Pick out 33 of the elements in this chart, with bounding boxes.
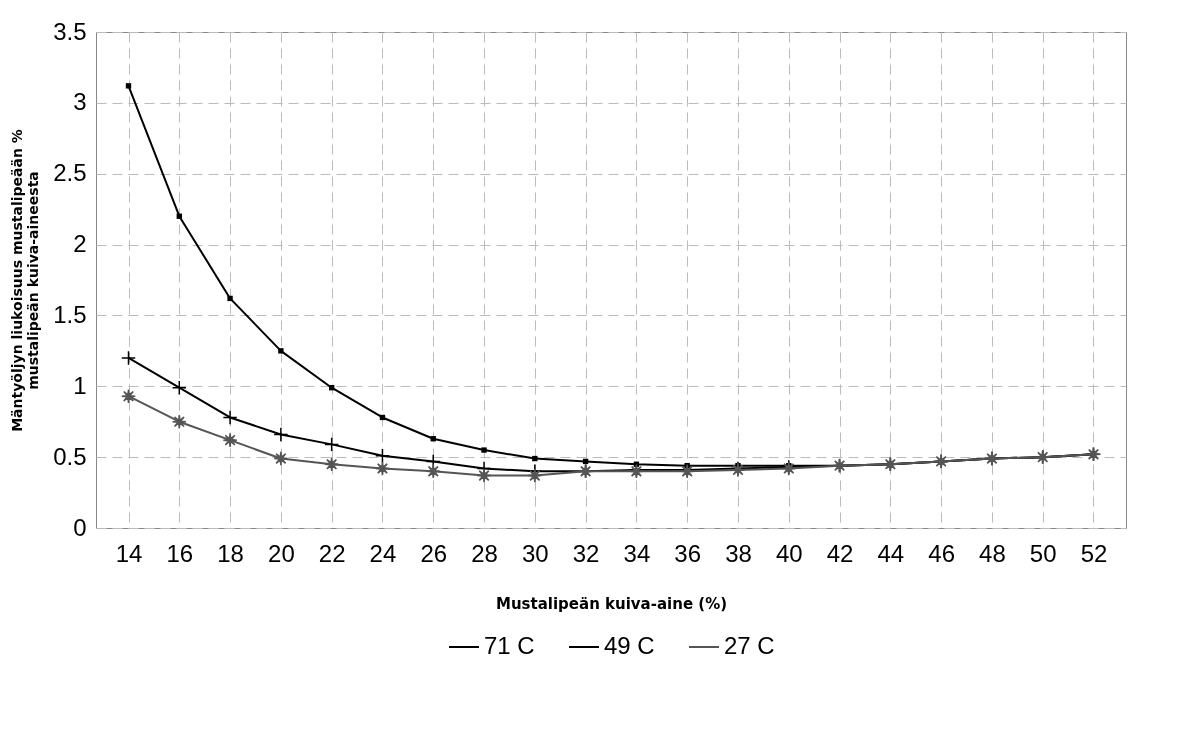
x-tick-label: 32 xyxy=(572,539,600,567)
x-tick-label: 34 xyxy=(623,539,651,567)
y-tick-label: 3.5 xyxy=(53,17,87,45)
x-tick-label: 40 xyxy=(775,539,803,567)
x-tick-label: 16 xyxy=(166,539,194,567)
x-tick-label: 46 xyxy=(928,539,955,567)
x-tick-label: 38 xyxy=(725,539,752,567)
x-tick-label: 18 xyxy=(217,539,244,567)
y-tick-label: 0.5 xyxy=(53,442,87,470)
x-tick-label: 44 xyxy=(877,539,905,567)
x-tick-label: 36 xyxy=(674,539,702,567)
x-tick-label: 14 xyxy=(115,539,143,567)
x-tick-label: 30 xyxy=(521,539,549,567)
y-tick-label: 2 xyxy=(73,230,87,258)
y-tick-label: 1.5 xyxy=(53,300,87,328)
y-tick-label: 2.5 xyxy=(53,159,87,187)
x-tick-label: 22 xyxy=(318,539,346,567)
x-tick-label: 24 xyxy=(369,539,397,567)
legend-label: 27 C xyxy=(724,632,775,659)
y-tick-label: 1 xyxy=(73,371,87,399)
y-axis-title: Mäntyöljyn liukoisuus mustalipeään % mustalipeän kuiva-aineesta xyxy=(9,129,42,432)
x-tick-label: 48 xyxy=(979,539,1006,567)
x-tick-label: 28 xyxy=(471,539,498,567)
x-axis-title: Mustalipeän kuiva-aine (%) xyxy=(495,594,728,613)
x-tick-label: 52 xyxy=(1080,539,1108,567)
x-tick-label: 26 xyxy=(420,539,448,567)
x-tick-label: 20 xyxy=(268,539,295,567)
x-tick-label: 42 xyxy=(826,539,854,567)
y-tick-label: 3 xyxy=(73,88,87,116)
legend-label: 49 C xyxy=(604,632,655,659)
legend-label: 71 C xyxy=(484,632,535,659)
y-tick-label: 0 xyxy=(73,513,87,541)
x-tick-label: 50 xyxy=(1029,539,1057,567)
